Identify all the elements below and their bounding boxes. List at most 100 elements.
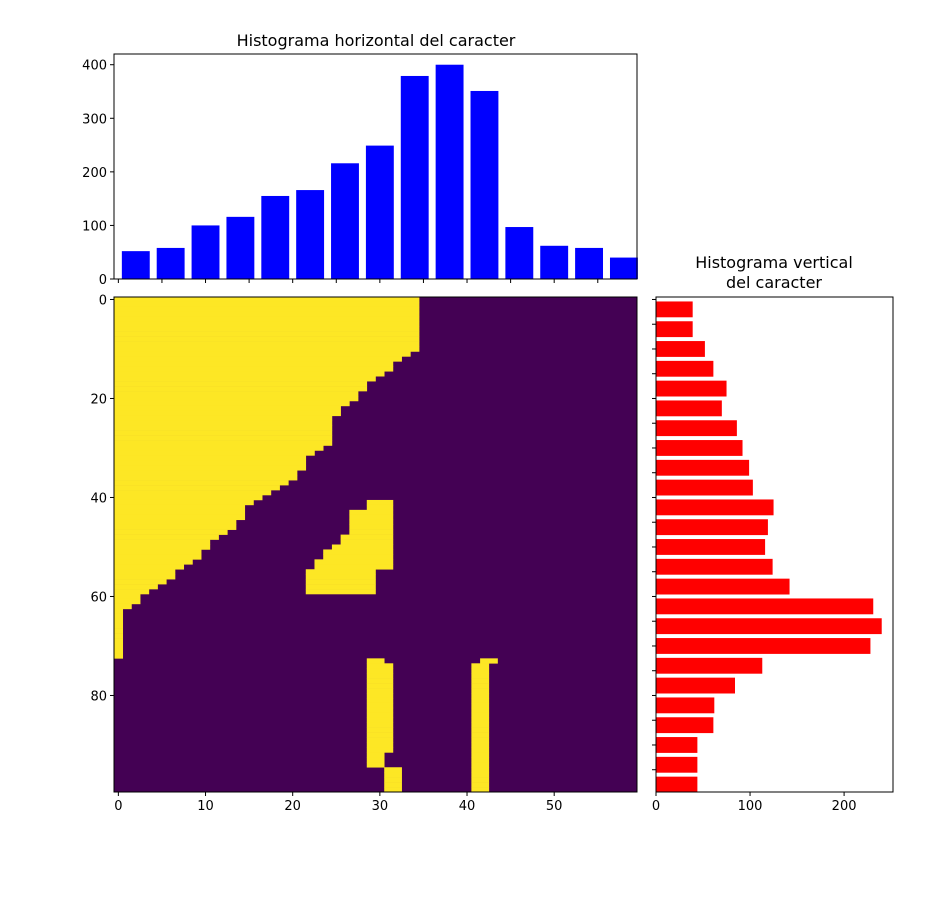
vertical-histogram-bar [656,301,693,318]
character-image-cell [305,574,376,580]
horizontal-histogram-bars [121,64,638,279]
character-image-cell [471,702,490,709]
vertical-histogram-bar [656,420,737,437]
vertical-histogram-bar [656,459,750,476]
character-image-cell [366,712,394,719]
character-image-cell [114,554,202,560]
vertical-histogram-bar [656,499,774,516]
character-image-cell [471,747,490,753]
horizontal-histogram-ytick-label: 0 [99,273,107,288]
character-image-cell [114,400,350,407]
character-image-cell [366,678,394,684]
character-image-cell [114,485,280,491]
character-image-cell [471,707,490,714]
character-image-cell [340,539,394,545]
character-image-cell [471,668,490,674]
vertical-histogram-bar [656,677,735,694]
horizontal-histogram-axes: 0 100 200 300 400 [82,53,638,288]
character-image-cell [114,430,333,436]
character-image-cell [384,782,402,788]
vertical-histogram-bar [656,440,743,456]
character-image-cell [114,450,315,456]
character-image-cell [480,658,498,664]
character-image-cell [366,693,394,699]
character-image-cell [323,549,394,555]
character-image-cell [349,509,394,516]
character-image-cell [314,559,394,565]
character-image-cell [114,504,246,511]
character-image-cell [471,712,490,719]
character-image-cell [471,683,490,689]
horizontal-histogram-ytick-label: 200 [82,166,107,181]
character-image-ytick-label: 60 [90,590,107,605]
character-image-cell [114,371,385,377]
character-image-cell [114,455,307,461]
character-image-cell [114,589,150,595]
character-image-xtick-label: 0 [114,799,122,814]
horizontal-histogram-frame [113,53,638,280]
character-image-cell [114,648,124,654]
character-image-cell [114,331,420,337]
vertical-histogram-bar [656,638,871,654]
character-image-cell [384,787,402,793]
character-image-cell [471,717,490,723]
character-image-cell [114,321,420,327]
character-image-cell [114,598,141,605]
horizontal-histogram-bar [296,190,325,279]
vertical-histogram-bars [656,301,882,793]
character-image-cell [349,524,394,530]
character-image-cell [114,480,289,486]
character-image-cell [114,391,359,397]
horizontal-histogram-bar [540,245,569,279]
horizontal-histogram-bar [400,75,429,279]
character-image-cell [114,534,219,540]
character-image-cell [114,316,420,323]
character-image-cell [366,688,394,694]
character-image-cell [114,495,263,501]
vertical-histogram-axes: 0 100 200 [652,296,894,814]
vertical-histogram-xtick-label: 0 [652,799,660,814]
character-image-cell [114,366,394,372]
character-image-cell [114,490,272,496]
character-image-cell [366,504,394,511]
vertical-histogram-xtick-label: 100 [738,799,763,814]
character-image-cell [114,544,211,550]
character-image-cell [471,737,490,743]
character-image-cell [114,465,307,471]
character-image-cell [114,613,124,620]
character-image-cell [471,767,490,773]
character-image-cell [114,306,420,313]
character-image-cell [471,757,490,763]
character-image-cell [366,752,385,758]
vertical-histogram-bar [656,341,705,357]
character-image-cell [114,524,237,530]
character-image-cell [366,722,394,728]
horizontal-histogram-bar [191,225,220,279]
character-image-cell [114,301,420,308]
horizontal-histogram-bar [365,145,394,279]
vertical-histogram-bar [656,479,753,496]
character-image-cell [114,351,411,357]
character-image-cell [305,569,376,575]
character-image-cell [114,297,420,303]
vertical-histogram-bar [656,360,714,377]
character-image-xtick-label: 20 [284,799,301,814]
character-image-cell [114,326,420,332]
character-image-cell [471,697,490,704]
character-image-cell [114,460,307,466]
horizontal-histogram-ytick-label: 100 [82,219,107,234]
horizontal-histogram-bar [609,257,638,279]
horizontal-histogram-bar [575,247,604,279]
character-image-cell [471,742,490,748]
character-image-cell [114,638,124,644]
character-image-cell [366,707,394,714]
character-image-cell [114,564,185,570]
character-image-cell [114,470,298,476]
character-image-cell [349,529,394,535]
character-image-cell [366,717,394,723]
horizontal-histogram-bar [435,64,464,279]
character-image-cell [471,777,490,783]
character-image-cell [114,569,176,575]
character-image-ytick-label: 80 [90,689,107,704]
character-image-cell [366,697,394,704]
